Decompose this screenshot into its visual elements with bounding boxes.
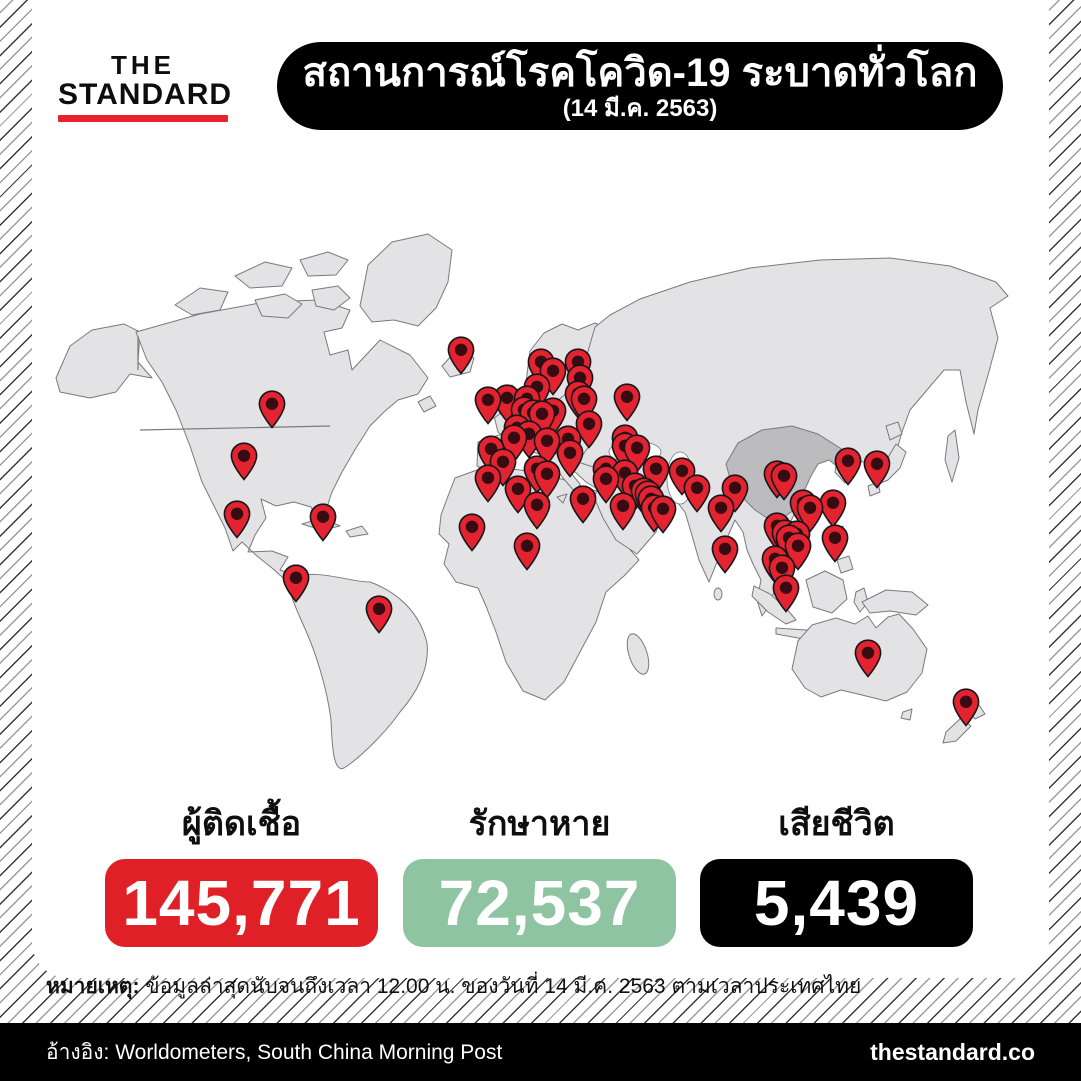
map-pin [609, 492, 637, 531]
footer-bar: อ้างอิง: Worldometers, South China Morni… [0, 1023, 1081, 1081]
map-pin [711, 535, 739, 574]
map-pin [533, 460, 561, 499]
header-bubble: สถานการณ์โรคโควิด-19 ระบาดทั่วโลก (14 มี… [277, 42, 1003, 130]
map-pin [556, 439, 584, 478]
map-pin [649, 495, 677, 534]
map-pin [474, 464, 502, 503]
map-pin [569, 485, 597, 524]
stat-recovered-value: 72,537 [438, 867, 641, 940]
map-pin [230, 442, 258, 481]
the-standard-logo: THE STANDARD [58, 50, 233, 122]
map-pin [854, 639, 882, 678]
map-pin [258, 390, 286, 429]
map-pin [458, 513, 486, 552]
continent-south-america [288, 573, 428, 769]
stat-recovered-value-box: 72,537 [403, 859, 676, 948]
map-pin [772, 574, 800, 613]
map-pin [592, 465, 620, 504]
map-pin [821, 524, 849, 563]
map-pin [533, 427, 561, 466]
map-pin [834, 447, 862, 486]
stat-deaths: เสียชีวิต 5,439 [700, 805, 973, 948]
map-pin [952, 688, 980, 727]
logo-line1: THE [111, 50, 175, 80]
map-pin [447, 336, 475, 375]
map-pin [282, 564, 310, 603]
stat-deaths-label: เสียชีวิต [778, 805, 895, 843]
page-subtitle: (14 มี.ค. 2563) [562, 95, 718, 123]
footnote: หมายเหตุ: ข้อมูลล่าสุดนับจนถึงเวลา 12.00… [46, 974, 986, 1000]
stat-deaths-value: 5,439 [753, 867, 920, 940]
continent-north-america [55, 251, 437, 590]
website-url: thestandard.co [870, 1038, 1035, 1065]
stat-deaths-value-box: 5,439 [700, 859, 973, 948]
map-pin [474, 386, 502, 425]
map-pin [575, 410, 603, 449]
source-prefix: อ้างอิง: [46, 1040, 110, 1064]
logo-underline [58, 115, 228, 122]
page-title: สถานการณ์โรคโควิด-19 ระบาดทั่วโลก [302, 50, 978, 95]
stat-infected: ผู้ติดเชื้อ 145,771 [105, 805, 378, 948]
stat-infected-label: ผู้ติดเชื้อ [181, 805, 302, 843]
map-pin [683, 474, 711, 513]
map-pin [223, 500, 251, 539]
map-pins-layer [50, 220, 1030, 790]
stat-recovered-label: รักษาหาย [468, 805, 611, 843]
stat-infected-value: 145,771 [122, 867, 361, 940]
map-pin [523, 491, 551, 530]
source-credit: อ้างอิง: Worldometers, South China Morni… [46, 1036, 502, 1069]
world-map [50, 220, 1030, 790]
map-pin [707, 494, 735, 533]
map-pin [309, 503, 337, 542]
map-pin [770, 462, 798, 501]
logo-line2: STANDARD [58, 78, 233, 111]
map-pin [863, 450, 891, 489]
map-pin [613, 383, 641, 422]
stat-recovered: รักษาหาย 72,537 [403, 805, 676, 948]
source-text: Worldometers, South China Morning Post [109, 1040, 503, 1064]
footnote-prefix: หมายเหตุ: [46, 975, 140, 998]
stat-infected-value-box: 145,771 [105, 859, 378, 948]
map-pin [365, 595, 393, 634]
map-pin [513, 532, 541, 571]
footnote-text: ข้อมูลล่าสุดนับจนถึงเวลา 12.00 น. ของวัน… [139, 975, 862, 998]
